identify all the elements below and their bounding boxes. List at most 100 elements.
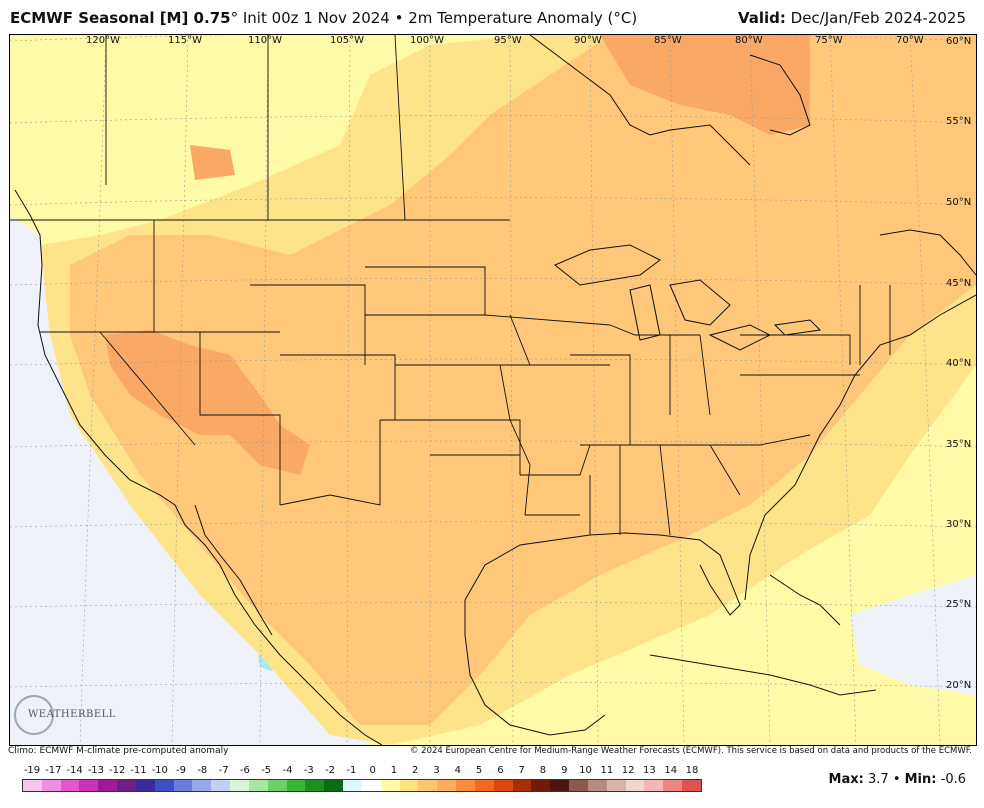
scale-swatch: [512, 780, 532, 791]
lon-label: 105°W: [330, 35, 364, 46]
lon-label: 85°W: [654, 35, 682, 46]
scale-swatch: [154, 780, 174, 791]
scale-label: 12: [621, 765, 635, 776]
scale-label: -14: [66, 765, 83, 776]
color-scale-bar: [22, 779, 702, 792]
scale-swatch: [267, 780, 287, 791]
scale-label: -6: [239, 765, 250, 776]
scale-label: -9: [176, 765, 187, 776]
lon-label: 115°W: [168, 35, 202, 46]
lat-label: 40°N: [946, 358, 972, 369]
scale-label: 6: [497, 765, 504, 776]
lat-label: 30°N: [946, 519, 972, 530]
min-value: -0.6: [940, 772, 966, 787]
scale-label: 18: [685, 765, 699, 776]
lat-label: 55°N: [946, 116, 972, 127]
copyright-note: © 2024 European Centre for Medium-Range …: [409, 746, 972, 756]
lat-label: 60°N: [946, 36, 972, 47]
max-min-stats: Max: 3.7 • Min: -0.6: [829, 772, 966, 787]
scale-label: 9: [561, 765, 568, 776]
scale-swatch: [286, 780, 306, 791]
map-title: ECMWF Seasonal [M] 0.75° Init 00z 1 Nov …: [10, 9, 637, 27]
valid-label: Valid:: [737, 9, 786, 27]
scale-swatch: [493, 780, 513, 791]
scale-swatch: [117, 780, 136, 791]
scale-label: -7: [218, 765, 229, 776]
degree-mark: °: [230, 9, 239, 27]
scale-label: -17: [45, 765, 62, 776]
lat-label: 45°N: [946, 278, 972, 289]
scale-label: -4: [282, 765, 293, 776]
logo-text: WEATHERBELL: [28, 709, 116, 720]
scale-label: -5: [261, 765, 272, 776]
scale-swatch: [456, 780, 475, 791]
scale-swatch: [474, 780, 494, 791]
scale-label: 14: [664, 765, 678, 776]
scale-swatch: [437, 780, 457, 791]
scale-swatch: [681, 780, 701, 791]
lat-label: 25°N: [946, 599, 972, 610]
scale-swatch: [79, 780, 99, 791]
scale-swatch: [192, 780, 212, 791]
model-name: ECMWF Seasonal [M] 0.75: [10, 9, 231, 27]
max-label: Max:: [828, 772, 864, 787]
scale-label: 3: [433, 765, 440, 776]
logo-ring-icon: [14, 695, 54, 735]
scale-swatch: [305, 780, 325, 791]
scale-swatch: [625, 780, 645, 791]
valid-period: Valid: Dec/Jan/Feb 2024-2025: [738, 9, 966, 27]
anomaly-3-4-rockies: [190, 145, 235, 180]
scale-swatch: [569, 780, 588, 791]
scale-swatch: [663, 780, 682, 791]
climo-note: Climo: ECMWF M-climate pre-computed anom…: [8, 746, 229, 756]
atlantic-negative-area: [850, 575, 976, 695]
max-value: 3.7: [867, 772, 889, 787]
coastlines: [14, 35, 976, 745]
scale-label: -8: [197, 765, 208, 776]
pacific-negative-area: [10, 215, 370, 745]
scale-swatch: [550, 780, 570, 791]
scale-label: -11: [130, 765, 147, 776]
scale-swatch: [343, 780, 362, 791]
scale-label: -1: [346, 765, 357, 776]
scale-swatch: [248, 780, 268, 791]
lat-label: 35°N: [946, 439, 972, 450]
scale-label: -19: [23, 765, 41, 776]
scale-swatch: [41, 780, 61, 791]
scale-label: 13: [643, 765, 656, 776]
scale-swatch: [23, 780, 42, 791]
scale-label: 10: [579, 765, 592, 776]
lat-label: 50°N: [946, 197, 972, 208]
lon-label: 70°W: [896, 35, 924, 46]
scale-swatch: [230, 780, 249, 791]
scale-label: 5: [475, 765, 483, 776]
lon-label: 110°W: [248, 35, 282, 46]
anomaly-map: [9, 34, 977, 746]
scale-label: 8: [539, 765, 547, 776]
min-label: Min:: [904, 772, 937, 787]
graticule: [10, 35, 976, 745]
lon-label: 120°W: [86, 35, 120, 46]
scale-label: -13: [87, 765, 105, 776]
scale-label: 7: [518, 765, 525, 776]
map-canvas: [10, 35, 976, 745]
scale-swatch: [60, 780, 80, 791]
scale-swatch: [361, 780, 381, 791]
lon-label: 95°W: [494, 35, 522, 46]
stats-separator: •: [892, 772, 901, 787]
scale-label: 0: [369, 765, 376, 776]
title-details: Init 00z 1 Nov 2024 • 2m Temperature Ano…: [242, 9, 638, 27]
scale-swatch: [399, 780, 419, 791]
scale-swatch: [173, 780, 193, 791]
scale-swatch: [587, 780, 607, 791]
anomaly-3-4-north: [600, 35, 810, 135]
scale-label: -10: [151, 765, 168, 776]
lon-label: 100°W: [410, 35, 444, 46]
anomaly-3-4-southwest: [105, 330, 310, 475]
lat-label: 20°N: [946, 680, 972, 691]
lon-label: 75°W: [815, 35, 843, 46]
scale-label: -12: [108, 765, 126, 776]
state-borders: [10, 35, 891, 536]
scale-label: -3: [303, 765, 314, 776]
anomaly-2-3-area: [70, 35, 976, 725]
